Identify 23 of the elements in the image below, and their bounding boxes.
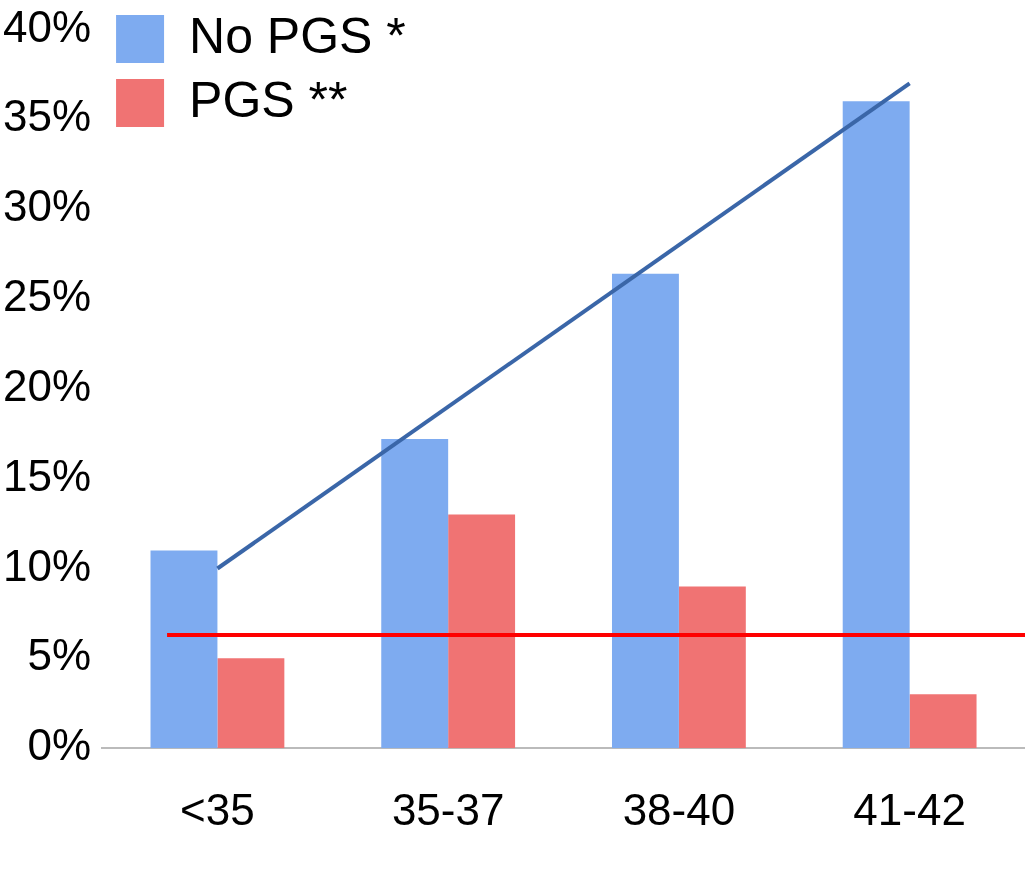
y-tick-label: 40%	[2, 1, 92, 51]
y-tick-label: 5%	[27, 630, 92, 680]
x-tick-label: <35	[180, 784, 255, 834]
x-tick-label: 35-37	[391, 784, 505, 834]
y-tick-label: 10%	[2, 540, 92, 590]
bar	[217, 658, 285, 749]
y-tick-label: 30%	[2, 181, 92, 231]
bar	[448, 514, 516, 749]
legend-label: PGS **	[189, 71, 348, 128]
legend-label: No PGS *	[189, 7, 406, 64]
y-tick-label: 20%	[2, 360, 92, 410]
bar	[150, 550, 218, 749]
bar	[909, 694, 977, 749]
x-tick-label: 38-40	[622, 784, 736, 834]
y-tick-label: 0%	[27, 720, 92, 770]
bar	[678, 586, 746, 749]
y-tick-label: 25%	[2, 271, 92, 321]
y-tick-label: 15%	[2, 450, 92, 500]
bar	[842, 101, 910, 749]
x-tick-label: 41-42	[853, 784, 966, 834]
bar	[381, 439, 449, 749]
y-tick-label: 35%	[2, 91, 92, 141]
bar	[611, 273, 679, 749]
